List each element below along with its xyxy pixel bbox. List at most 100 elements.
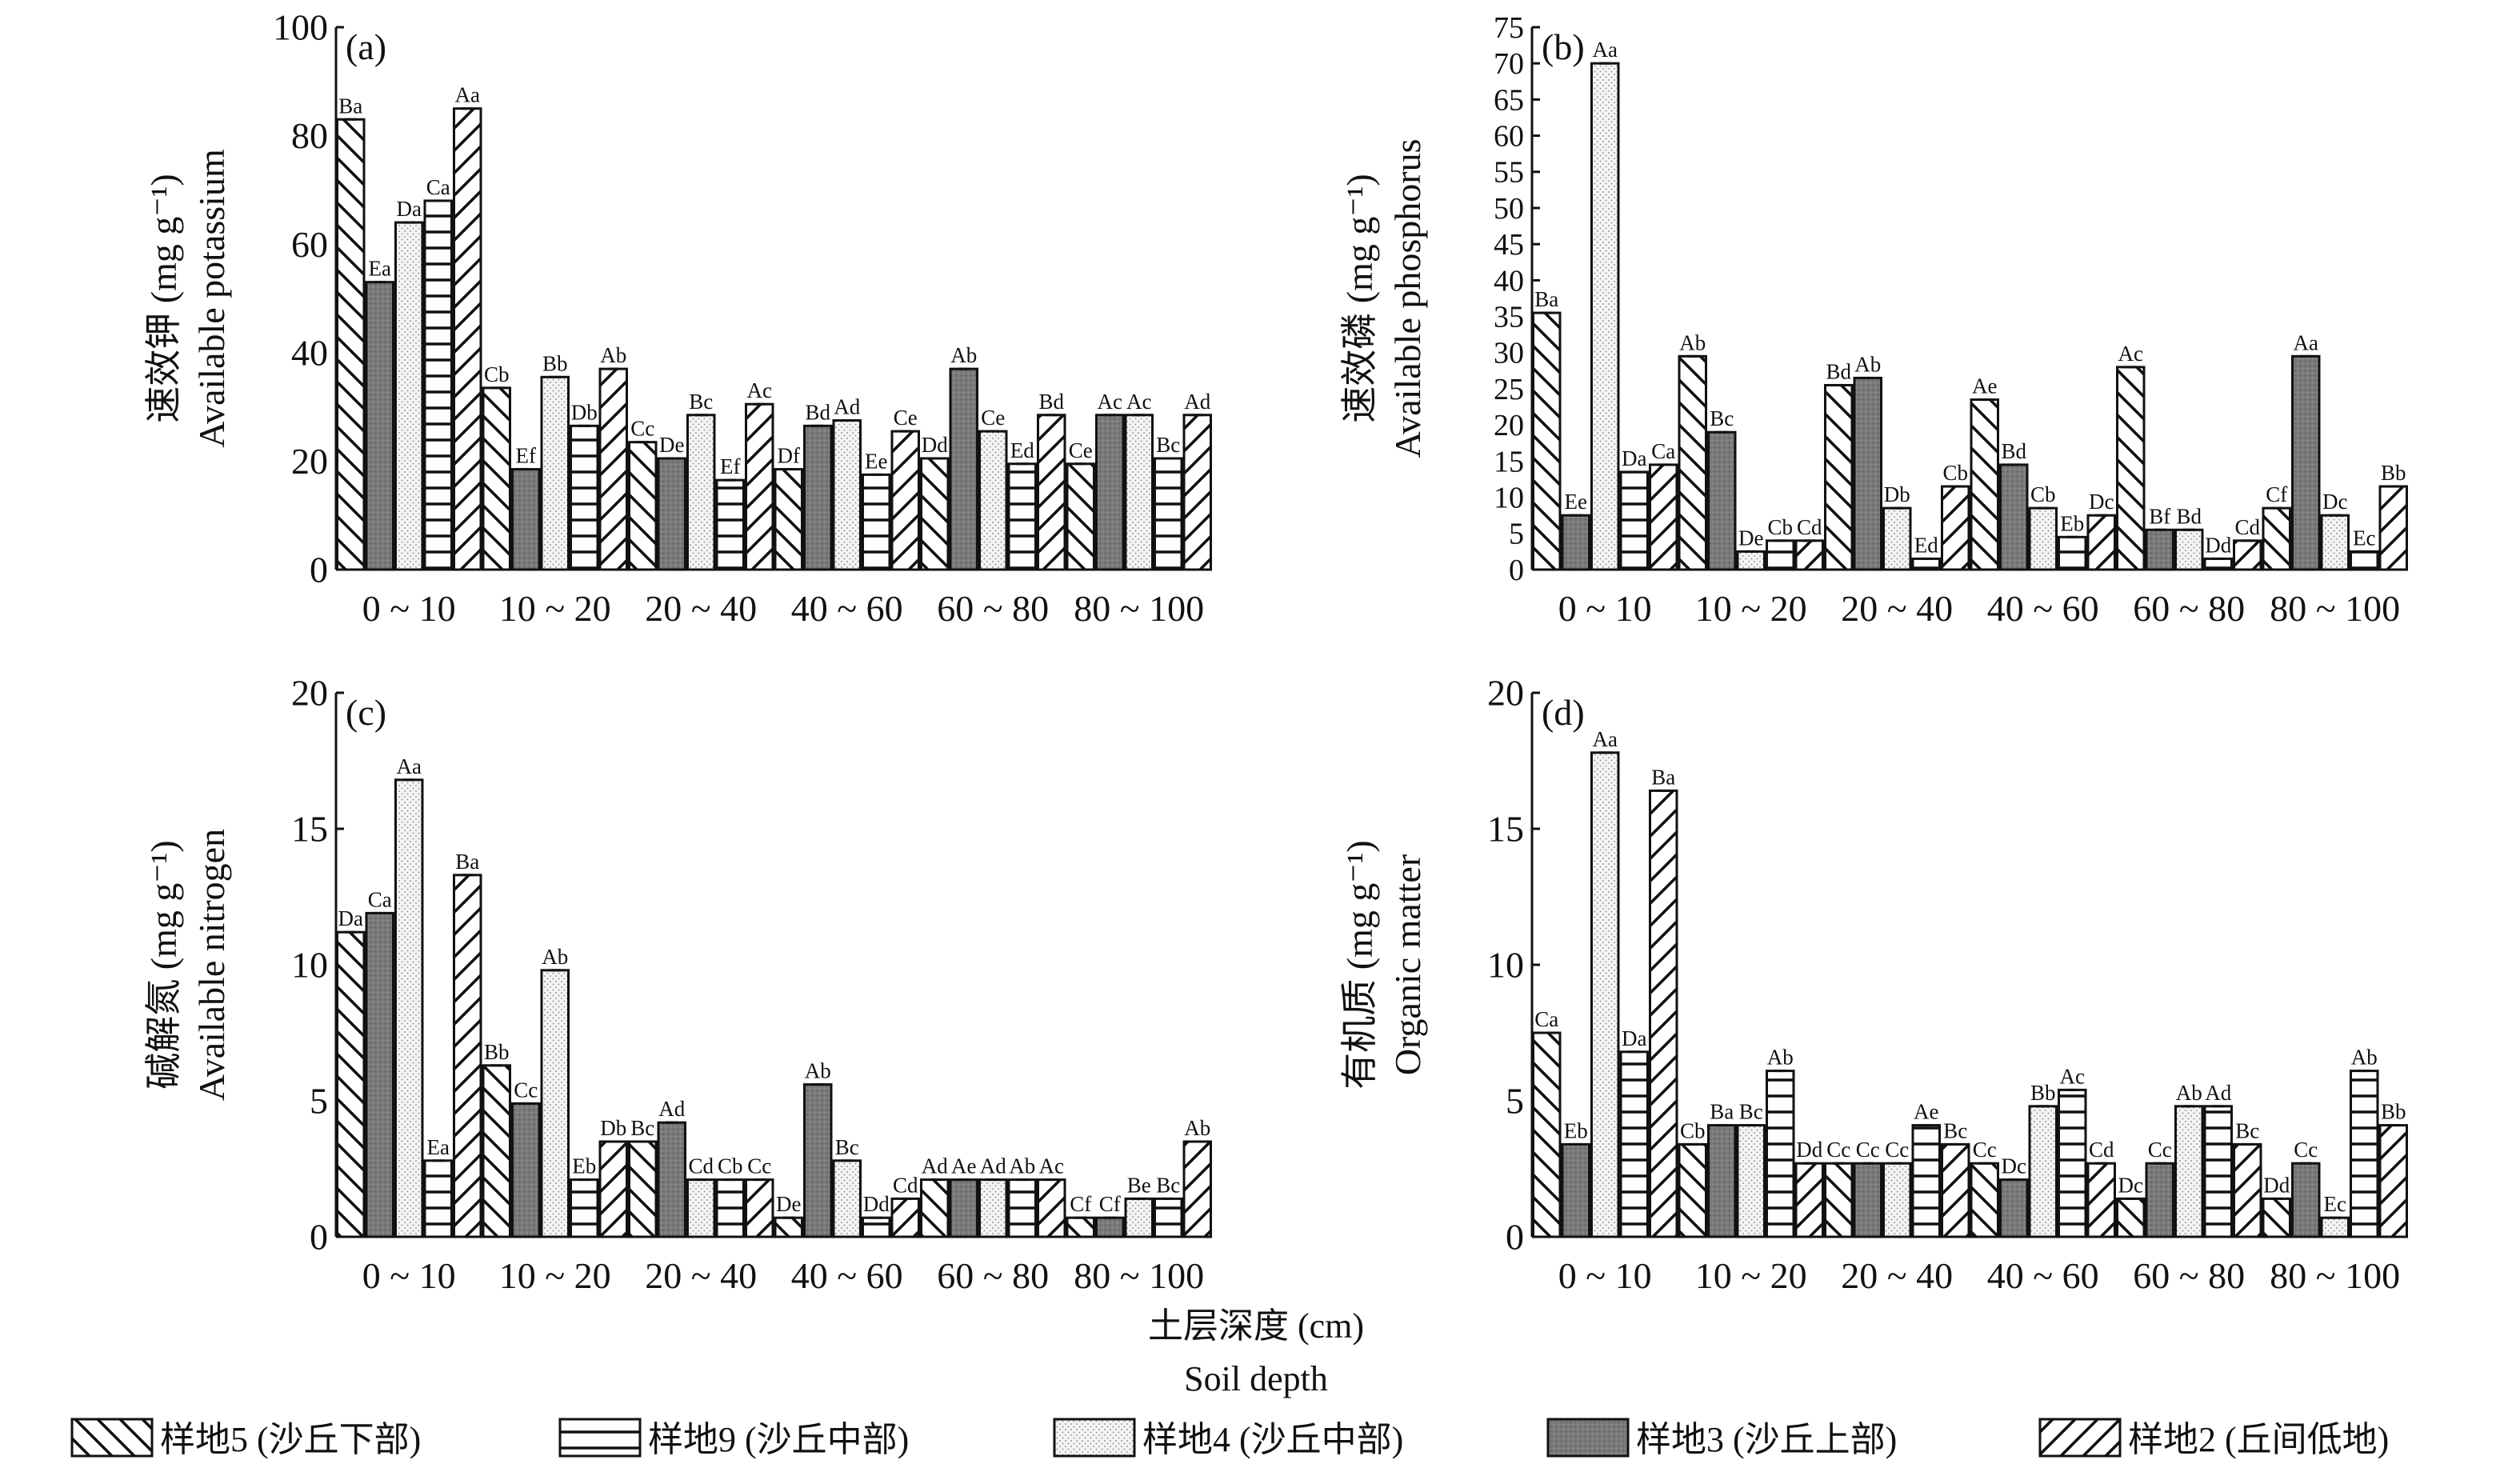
y-tick-label: 0	[310, 1217, 328, 1258]
bar-significance-label: Dd	[922, 433, 948, 457]
bar-significance-label: Ac	[2118, 342, 2143, 366]
bar-site4	[1590, 62, 1620, 571]
bar-site3	[949, 367, 978, 571]
y-tick-label: 10	[1487, 945, 1524, 986]
bar-site3	[365, 911, 394, 1238]
bar-site5	[1532, 1031, 1562, 1238]
y-axis-title-en: Organic matter	[1387, 854, 1428, 1075]
bar-site3	[1095, 414, 1125, 571]
bar-significance-label: Ab	[1009, 1154, 1035, 1178]
bar-site3	[949, 1178, 978, 1238]
bar-site3	[2291, 1162, 2321, 1238]
bar-site5	[1970, 1162, 1999, 1238]
bar-significance-label: Cd	[1797, 515, 1822, 539]
bar-site9	[862, 1216, 891, 1238]
bar-site5	[2262, 1197, 2291, 1238]
bar-site2	[598, 1140, 628, 1238]
bar-significance-label: Cd	[893, 1173, 918, 1197]
bar-significance-label: Dd	[2263, 1173, 2290, 1197]
bar-significance-label: Bb	[2381, 461, 2406, 485]
y-tick-label: 55	[1494, 156, 1524, 190]
bar-significance-label: Da	[1622, 1026, 1646, 1050]
bar-site2	[598, 367, 628, 571]
bar-site5	[336, 930, 366, 1238]
legend-label-site3: 样地3 (沙丘上部)	[1636, 1420, 1897, 1459]
bar-site9	[1619, 1050, 1649, 1238]
panel-letter: (a)	[346, 26, 386, 67]
x-tick-label: 20 ~ 40	[1841, 588, 1953, 629]
bar-site4	[394, 778, 424, 1238]
bar-significance-label: Db	[1884, 482, 1910, 506]
bar-significance-label: Eb	[572, 1154, 596, 1178]
x-tick-label: 60 ~ 80	[2133, 588, 2245, 629]
bar-significance-label: Ab	[950, 343, 977, 367]
x-tick-label: 20 ~ 40	[645, 1255, 757, 1296]
x-axis-title-zh: 土层深度 (cm)	[1148, 1306, 1364, 1346]
bar-significance-label: Cc	[1856, 1138, 1880, 1162]
y-axis-title-en: Available phosphorus	[1387, 138, 1428, 458]
bar-site9	[1619, 470, 1649, 571]
bar-site5	[774, 468, 803, 571]
bar-significance-label: Bc	[1156, 1173, 1180, 1197]
bar-site3	[2145, 1162, 2174, 1238]
bar-site4	[1590, 751, 1620, 1238]
y-tick-label: 20	[291, 441, 328, 482]
legend-label-site5: 样地5 (沙丘下部)	[160, 1420, 421, 1459]
bar-significance-label: Bb	[542, 351, 568, 375]
x-tick-label: 20 ~ 40	[1841, 1255, 1953, 1296]
y-tick-label: 15	[1494, 445, 1524, 478]
bar-site9	[423, 199, 453, 571]
legend-item-site9: 样地9 (沙丘中部)	[558, 1418, 909, 1459]
legend-item-site4: 样地4 (沙丘中部)	[1053, 1418, 1403, 1459]
bar-site4	[1882, 1162, 1912, 1238]
y-tick-label: 25	[1494, 373, 1524, 406]
bar-site9	[1766, 539, 1795, 571]
legend-item-site5: 样地5 (沙丘下部)	[70, 1418, 421, 1459]
x-axis-title-en: Soil depth	[1184, 1359, 1328, 1398]
bar-significance-label: Ef	[720, 454, 740, 478]
bar-significance-label: Ce	[981, 406, 1005, 430]
bar-significance-label: Bc	[1943, 1118, 1967, 1142]
bar-site3	[365, 281, 394, 571]
bar-site3	[511, 1102, 541, 1238]
bar-significance-label: Ed	[1914, 533, 1938, 557]
bar-site5	[1824, 383, 1854, 571]
bar-site5	[1970, 398, 1999, 571]
bar-significance-label: Ab	[805, 1059, 831, 1083]
bar-site3	[1853, 376, 1882, 571]
bar-site2	[2378, 485, 2408, 571]
bar-significance-label: Ab	[542, 945, 568, 969]
y-axis-title-zh: 有机质 (mg g⁻¹)	[1339, 840, 1380, 1090]
x-tick-label: 80 ~ 100	[1074, 1255, 1204, 1296]
bar-significance-label: Aa	[1593, 38, 1618, 62]
bar-site5	[2116, 366, 2146, 571]
legend-swatch-site3	[1546, 1418, 1630, 1458]
bar-site4	[686, 1178, 716, 1238]
panel-a: 0 20 40 60 80 100 (a) 速效钾 (mg g⁻¹) Available pot…	[143, 7, 1212, 629]
bar-site2	[1182, 414, 1212, 571]
panel-letter: (d)	[1542, 692, 1585, 733]
bar-site4	[2320, 514, 2350, 571]
y-tick-label: 65	[1494, 83, 1524, 117]
bar-site4	[1124, 414, 1154, 571]
panel-d: 0 5 10 15 20 (d) 有机质 (mg g⁻¹) Organic matter 0 ~…	[1339, 673, 2408, 1296]
bar-site2	[2233, 539, 2262, 571]
y-tick-label: 10	[1494, 482, 1524, 515]
bar-site9	[423, 1159, 453, 1238]
y-tick-label: 50	[1494, 192, 1524, 226]
bar-significance-label: Bc	[835, 1135, 859, 1159]
y-axis-title-en: Available nitrogen	[191, 829, 232, 1101]
bar-significance-label: Cc	[2148, 1138, 2172, 1162]
bar-significance-label: Ee	[1565, 490, 1587, 514]
bar-site4	[1736, 550, 1766, 571]
bar-site9	[2203, 1105, 2233, 1238]
bar-significance-label: De	[1738, 526, 1763, 550]
bar-significance-label: Cb	[718, 1154, 743, 1178]
bar-site3	[1999, 463, 2029, 571]
y-axis-title-en: Available potassium	[191, 149, 232, 448]
bar-significance-label: Ed	[1010, 438, 1034, 462]
bar-significance-label: Cb	[484, 362, 510, 386]
bar-significance-label: Bc	[2235, 1118, 2259, 1142]
bar-significance-label: Ba	[338, 94, 362, 118]
y-tick-label: 10	[291, 945, 328, 986]
